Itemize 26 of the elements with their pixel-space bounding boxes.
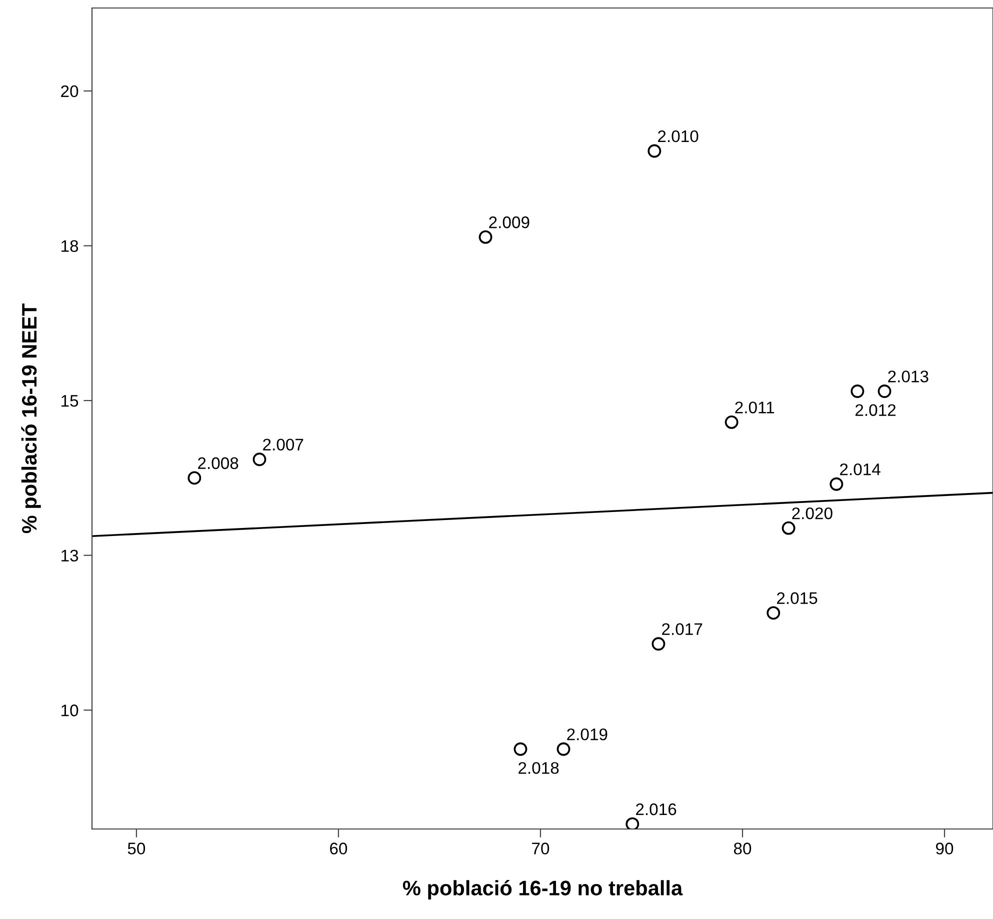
x-tick-label: 60: [330, 842, 348, 854]
y-tick-label: 10: [62, 704, 78, 716]
annotation: 2.008: [198, 457, 238, 470]
x-axis-title: % població 16-19 no treballa: [402, 880, 683, 900]
x-tick-label: 80: [734, 842, 752, 854]
annotation: 2.017: [662, 623, 702, 636]
annotation: 2.010: [658, 130, 698, 142]
annotation: 2.019: [567, 728, 608, 740]
annotation: 2.018: [518, 762, 559, 774]
annotation: 2.015: [777, 592, 818, 604]
annotation: 2.013: [888, 370, 928, 382]
annotation: 2.011: [735, 402, 774, 414]
x-tick-label: 90: [936, 842, 954, 854]
annotation: 2.009: [489, 216, 530, 228]
y-tick-label: 18: [62, 240, 78, 252]
annotation: 2.016: [636, 803, 676, 816]
y-axis-title: % població 16-19 NEET: [21, 304, 41, 534]
y-tick-label: 13: [62, 550, 78, 562]
annotation: 2.014: [840, 463, 880, 476]
annotation: 2.020: [792, 507, 832, 520]
x-tick-label: 70: [532, 842, 550, 854]
y-tick-label: 15: [62, 395, 78, 407]
y-tick-label: 20: [61, 85, 78, 98]
x-tick-label: 50: [128, 842, 146, 854]
annotation: 2.012: [856, 404, 896, 416]
annotation: 2.007: [263, 438, 304, 451]
